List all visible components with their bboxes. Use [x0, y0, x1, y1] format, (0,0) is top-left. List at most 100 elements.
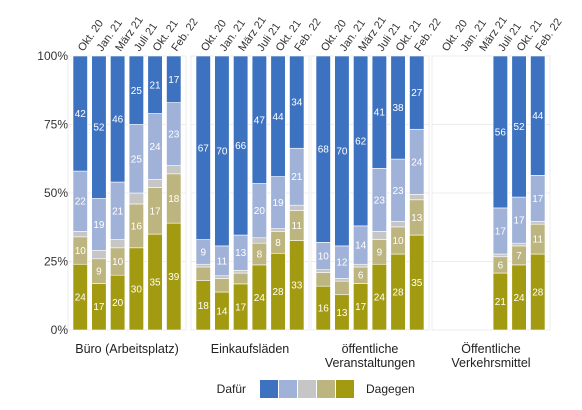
data-label: 44	[532, 111, 544, 122]
bar-segment	[233, 55, 249, 236]
bar-segment	[353, 263, 369, 268]
panel-title: öffentliche	[342, 342, 399, 356]
bar-segment	[233, 270, 249, 274]
bar-segment	[492, 253, 508, 258]
bar-segment	[214, 275, 230, 279]
data-label: 68	[318, 145, 330, 156]
data-label: 18	[198, 301, 210, 312]
bar-segment	[492, 55, 508, 209]
legend-swatch	[279, 380, 297, 398]
data-label: 14	[216, 307, 228, 318]
data-label: 28	[532, 288, 544, 299]
data-label: 35	[411, 278, 423, 289]
data-label: 17	[168, 75, 180, 86]
bar-segment	[511, 55, 527, 198]
data-label: 18	[168, 194, 180, 205]
data-label: 17	[355, 302, 367, 313]
data-label: 17	[235, 302, 247, 313]
data-label: 11	[533, 235, 544, 246]
data-label: 20	[112, 298, 124, 309]
bar-segment	[166, 55, 182, 103]
data-label: 34	[291, 98, 303, 109]
data-label: 11	[217, 256, 228, 267]
bar-segment	[371, 55, 387, 169]
data-label: 10	[75, 246, 87, 257]
data-label: 8	[275, 238, 281, 249]
data-label: 52	[93, 123, 105, 134]
bar-segment	[72, 231, 88, 238]
data-label: 19	[93, 220, 105, 231]
bar-segment	[371, 231, 387, 240]
bar-segment	[315, 272, 331, 287]
data-label: 28	[392, 288, 404, 299]
data-label: 38	[392, 103, 404, 114]
legend-swatch	[260, 380, 278, 398]
data-label: 47	[254, 115, 266, 126]
bar-segment	[128, 192, 144, 205]
bar-segment	[315, 55, 331, 243]
data-label: 21	[112, 206, 124, 217]
data-label: 27	[411, 88, 423, 99]
data-label: 52	[513, 122, 525, 133]
data-label: 14	[355, 241, 367, 252]
bar-segment	[334, 55, 350, 247]
data-label: 70	[216, 146, 228, 157]
bar-segment	[390, 55, 406, 160]
bar-segment	[334, 278, 350, 282]
bar-segment	[166, 165, 182, 175]
data-label: 13	[235, 248, 247, 259]
bar-segment	[147, 55, 163, 114]
data-label: 6	[358, 271, 364, 282]
data-label: 28	[272, 287, 284, 298]
bar-segment	[195, 266, 211, 281]
y-tick-label: 25%	[44, 255, 68, 269]
data-label: 13	[411, 213, 423, 224]
data-label: 30	[131, 284, 143, 295]
data-label: 67	[198, 143, 210, 154]
bar-segment	[128, 55, 144, 125]
y-tick-label: 0%	[51, 323, 69, 337]
bar-segment	[233, 272, 249, 285]
data-label: 23	[168, 130, 180, 141]
data-label: 46	[112, 115, 124, 126]
bar-segment	[270, 228, 286, 232]
data-label: 35	[149, 278, 161, 289]
bar-segment	[390, 221, 406, 228]
data-label: 17	[513, 216, 525, 227]
data-label: 17	[93, 302, 105, 313]
data-label: 23	[392, 186, 404, 197]
panel-title: Einkaufsläden	[211, 342, 290, 356]
legend: Dafür Dagegen	[217, 380, 415, 398]
data-label: 16	[131, 221, 143, 232]
data-label: 16	[318, 304, 330, 315]
bar-segment	[110, 55, 126, 183]
data-label: 17	[149, 206, 161, 217]
bar-segment	[409, 194, 425, 201]
bar-segment	[511, 242, 527, 247]
panel-title: Verkehrsmittel	[451, 356, 530, 370]
panel-title: Büro (Arbeitsplatz)	[75, 342, 179, 356]
data-label: 9	[377, 247, 383, 258]
bar-segment	[353, 55, 369, 227]
data-label: 6	[498, 260, 504, 271]
data-label: 70	[336, 146, 348, 157]
data-label: 24	[411, 157, 423, 168]
data-label: 23	[374, 195, 386, 206]
panel-title: Öffentliche	[461, 342, 521, 356]
y-tick-label: 50%	[44, 186, 68, 200]
data-label: 8	[257, 250, 263, 261]
data-label: 21	[291, 172, 303, 183]
bar-segment	[147, 179, 163, 188]
data-label: 12	[336, 258, 348, 269]
bar-segment	[289, 55, 305, 149]
legend-right-label: Dagegen	[366, 382, 415, 396]
bar-segment	[409, 55, 425, 130]
data-label: 11	[292, 221, 303, 232]
data-label: 24	[149, 142, 161, 153]
bar-segment	[251, 55, 267, 184]
